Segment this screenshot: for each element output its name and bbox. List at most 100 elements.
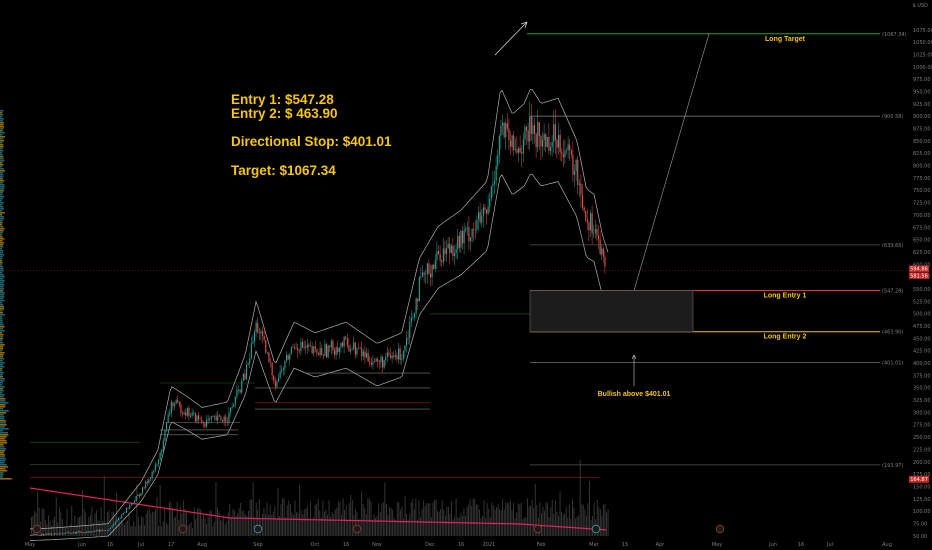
candle-body: [198, 415, 200, 420]
candle-body: [364, 351, 366, 358]
x-tick-label: Dec: [425, 542, 435, 548]
volume-bar: [105, 523, 107, 536]
volume-bar: [606, 512, 607, 536]
x-tick-label: Sep: [253, 542, 262, 548]
candle-body: [166, 422, 168, 431]
candle-body: [540, 136, 542, 147]
candle-body: [202, 422, 204, 424]
candle-body: [564, 150, 566, 158]
volume-bar: [333, 514, 335, 536]
candle-body: [100, 529, 102, 532]
volume-bar: [111, 511, 113, 536]
volume-bar: [248, 511, 249, 536]
target-note: Target: $1067.34: [231, 163, 336, 178]
volume-profile-bar: [0, 152, 3, 154]
candle-body: [602, 248, 604, 257]
volume-bar: [65, 527, 66, 536]
candle-body: [294, 347, 296, 349]
candle-body: [439, 253, 441, 261]
candle-body: [265, 340, 267, 353]
volume-bar: [368, 499, 370, 536]
volume-profile-bar: [0, 264, 3, 266]
volume-bar: [62, 519, 63, 536]
volume-profile-bar: [0, 328, 3, 330]
volume-bar: [592, 516, 593, 536]
candle-body: [206, 419, 208, 427]
candle-body: [428, 263, 430, 274]
candle-body: [604, 256, 606, 267]
volume-bar: [486, 503, 488, 536]
volume-bar: [454, 516, 456, 536]
volume-bar: [151, 511, 153, 536]
volume-bar: [223, 515, 225, 536]
volume-bar: [173, 517, 175, 536]
candle-body: [276, 381, 278, 387]
volume-profile-bar: [0, 258, 3, 260]
candle-body: [332, 341, 334, 351]
volume-bar: [494, 509, 496, 536]
volume-profile-bar: [0, 364, 4, 366]
volume-bar: [229, 503, 231, 536]
volume-bar: [82, 490, 83, 536]
candle-body: [410, 318, 412, 323]
candle-body: [86, 532, 88, 533]
candle-body: [47, 533, 49, 535]
candle-body: [175, 400, 177, 404]
volume-bar: [243, 510, 245, 536]
candle-body: [580, 183, 582, 195]
candle-body: [90, 531, 92, 533]
volume-bar: [469, 498, 471, 536]
candle-body: [542, 140, 544, 147]
candle-body: [159, 452, 161, 461]
candle-body: [282, 368, 284, 371]
volume-bar: [409, 514, 411, 536]
volume-bar: [193, 507, 195, 536]
channel-bands: [29, 88, 609, 541]
volume-bar: [169, 501, 170, 536]
x-tick-label: Aug: [197, 542, 207, 548]
candle-body: [380, 356, 382, 363]
volume-profile-bar: [0, 428, 9, 430]
volume-bar: [344, 509, 345, 536]
candle-body: [338, 347, 340, 352]
volume-bar: [43, 508, 45, 536]
y-tick-label: 925.00: [913, 102, 931, 108]
candle-body: [84, 532, 86, 533]
volume-profile-bar: [0, 260, 3, 262]
candle-body: [36, 534, 38, 536]
volume-bar: [407, 519, 409, 536]
volume-profile-bar: [0, 148, 3, 150]
volume-profile-bar: [0, 136, 5, 138]
candle-body: [484, 207, 486, 210]
price-tag-label: 581.56: [910, 273, 928, 279]
volume-profile-bar: [0, 216, 5, 218]
candle-body: [263, 336, 265, 341]
volume-profile-bar: [0, 280, 5, 282]
volume-bar: [438, 511, 440, 536]
candle-body: [334, 350, 336, 355]
volume-bar: [224, 524, 226, 536]
candle-body: [593, 232, 595, 234]
volume-ma-line: [29, 487, 607, 531]
volume-profile-bar: [0, 124, 4, 126]
volume-bar: [451, 501, 452, 536]
volume-bar: [559, 491, 561, 536]
volume-bar: [240, 502, 242, 536]
volume-bar: [102, 521, 104, 536]
volume-bar: [181, 513, 183, 536]
candle-body: [340, 342, 342, 348]
volume-bar: [51, 526, 52, 536]
volume-bar: [246, 516, 248, 536]
x-tick-label: 15: [622, 542, 628, 548]
volume-profile-bar: [0, 430, 3, 432]
level-price-tag: (900.58): [882, 114, 903, 120]
candle-body: [124, 512, 126, 514]
candle-body: [546, 137, 548, 147]
candle-body: [476, 219, 478, 230]
candle-body: [185, 412, 187, 416]
candle-body: [431, 264, 433, 278]
volume-profile-bar: [0, 188, 5, 190]
y-tick-label: 1075.00: [913, 28, 932, 34]
volume-profile-bar: [0, 318, 3, 320]
